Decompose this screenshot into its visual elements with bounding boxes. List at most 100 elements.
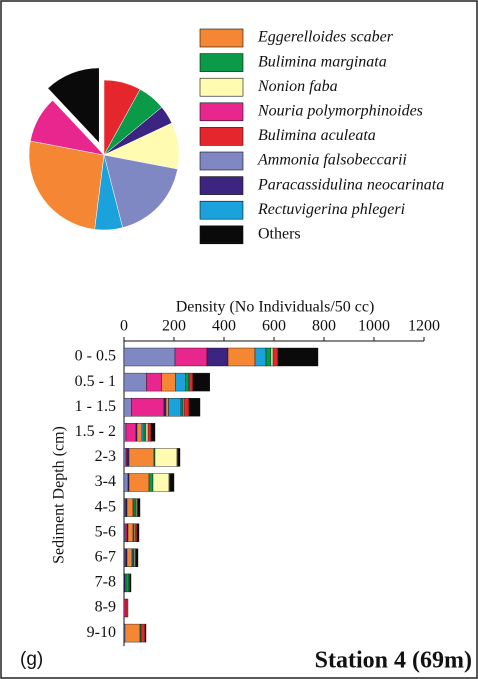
bar-segment <box>141 423 145 442</box>
bar-segment <box>188 372 193 392</box>
y-tick-label: 0 - 0.5 <box>75 348 116 365</box>
x-tick-label: 600 <box>262 318 286 335</box>
bar-segment <box>123 448 127 467</box>
bar-segment <box>135 548 139 567</box>
bar-segment <box>146 372 162 392</box>
legend-swatch <box>199 77 244 97</box>
x-tick-label: 1000 <box>358 318 390 335</box>
bar-segment <box>136 523 140 542</box>
bar-segment <box>133 498 137 517</box>
bar-segment <box>270 347 274 367</box>
y-tick-label: 2-3 <box>95 448 116 465</box>
legend-swatch <box>199 28 244 48</box>
x-tick-label: 0 <box>120 318 128 335</box>
y-tick-label: 4-5 <box>95 498 116 515</box>
y-tick-label: 8-9 <box>95 599 116 616</box>
legend-label: Others <box>258 225 301 242</box>
y-tick-label: 7-8 <box>95 574 116 591</box>
legend-swatch <box>199 176 244 195</box>
bar-segment <box>124 623 141 643</box>
bar-segment <box>124 523 128 542</box>
x-tick-label: 400 <box>212 318 236 335</box>
y-tick-label: 9-10 <box>87 624 116 641</box>
legend-label: Rectuvigerina phlegeri <box>257 201 405 218</box>
bar-segment <box>126 448 130 467</box>
x-tick-label: 1200 <box>408 318 440 335</box>
bar-segment <box>188 398 201 417</box>
bar-segment <box>140 623 146 643</box>
bar-segment <box>174 347 208 367</box>
bar-segment <box>137 498 141 517</box>
legend-label: Bulimina marginata <box>258 53 387 70</box>
legend-label: Bulimina aculeata <box>258 127 376 144</box>
bar-segment <box>126 548 133 567</box>
legend-swatch <box>199 53 244 72</box>
legend-swatch <box>199 151 244 171</box>
bar-segment <box>145 423 149 442</box>
x-tick-label: 200 <box>162 318 186 335</box>
bar-segment <box>127 523 134 542</box>
bar-segment <box>277 347 319 367</box>
legend-swatch <box>199 225 244 245</box>
legend-label: Ammonia falsobeccarii <box>257 152 407 169</box>
bar-segment <box>168 398 182 417</box>
bar-segment <box>165 398 169 417</box>
bar-segment <box>163 398 167 417</box>
y-axis-label: Sediment Depth (cm) <box>51 426 68 564</box>
y-tick-label: 3-4 <box>95 473 116 490</box>
bar-segment <box>126 498 134 517</box>
bar-segment <box>265 347 272 367</box>
bar-segment <box>206 347 229 367</box>
bar-segment <box>185 372 190 392</box>
x-axis-label: Density (No Individuals/50 cc) <box>176 299 375 316</box>
bar-segment <box>180 398 184 417</box>
bar-segment <box>254 347 267 367</box>
legend-label: Eggerelloides scaber <box>257 29 394 46</box>
bar-segment <box>147 423 152 442</box>
bar-segment <box>169 473 175 492</box>
legend-label: Nouria polymorphinoides <box>257 102 423 119</box>
y-tick-label: 0.5 - 1 <box>75 373 116 390</box>
bar-segment <box>150 423 156 442</box>
bar-segment <box>128 448 155 467</box>
panel-label: (g) <box>20 649 43 670</box>
bar-segment <box>125 423 137 442</box>
legend-swatch <box>199 127 244 146</box>
bar-segment <box>134 523 138 542</box>
bar-segment <box>177 448 181 467</box>
bar-segment <box>152 473 170 492</box>
legend-swatch <box>199 200 244 220</box>
bar-segment <box>123 372 147 392</box>
station-title: Station 4 (69m) <box>315 648 472 674</box>
legend-label: Nonion faba <box>257 78 338 95</box>
bar-segment <box>131 398 165 417</box>
bar-segment <box>154 448 178 467</box>
bar-segment <box>192 372 210 392</box>
bar-segment <box>125 598 129 618</box>
pie-slice <box>103 154 178 228</box>
bar-segment <box>175 372 186 392</box>
bar-segment <box>227 347 256 367</box>
y-tick-label: 1 - 1.5 <box>75 398 116 415</box>
y-tick-label: 1.5 - 2 <box>75 423 116 440</box>
legend-swatch <box>199 102 244 122</box>
bar-segment <box>144 623 147 643</box>
bar-segment <box>143 423 147 442</box>
legend-label: Paracassidulina neocarinata <box>257 176 444 193</box>
bar-segment <box>128 473 150 492</box>
y-tick-label: 5-6 <box>95 523 116 540</box>
bar-segment <box>123 398 132 417</box>
pie-slice <box>28 140 105 230</box>
bar-segment <box>148 473 154 492</box>
bar-segment <box>129 573 132 593</box>
bar-segment <box>123 473 129 492</box>
y-tick-label: 6-7 <box>95 548 116 565</box>
bar-segment <box>161 372 176 392</box>
bar-segment <box>136 423 143 442</box>
pie-slice <box>30 99 105 156</box>
bar-segment <box>123 423 127 442</box>
bar-segment <box>272 347 279 367</box>
pie-slice <box>47 67 100 144</box>
